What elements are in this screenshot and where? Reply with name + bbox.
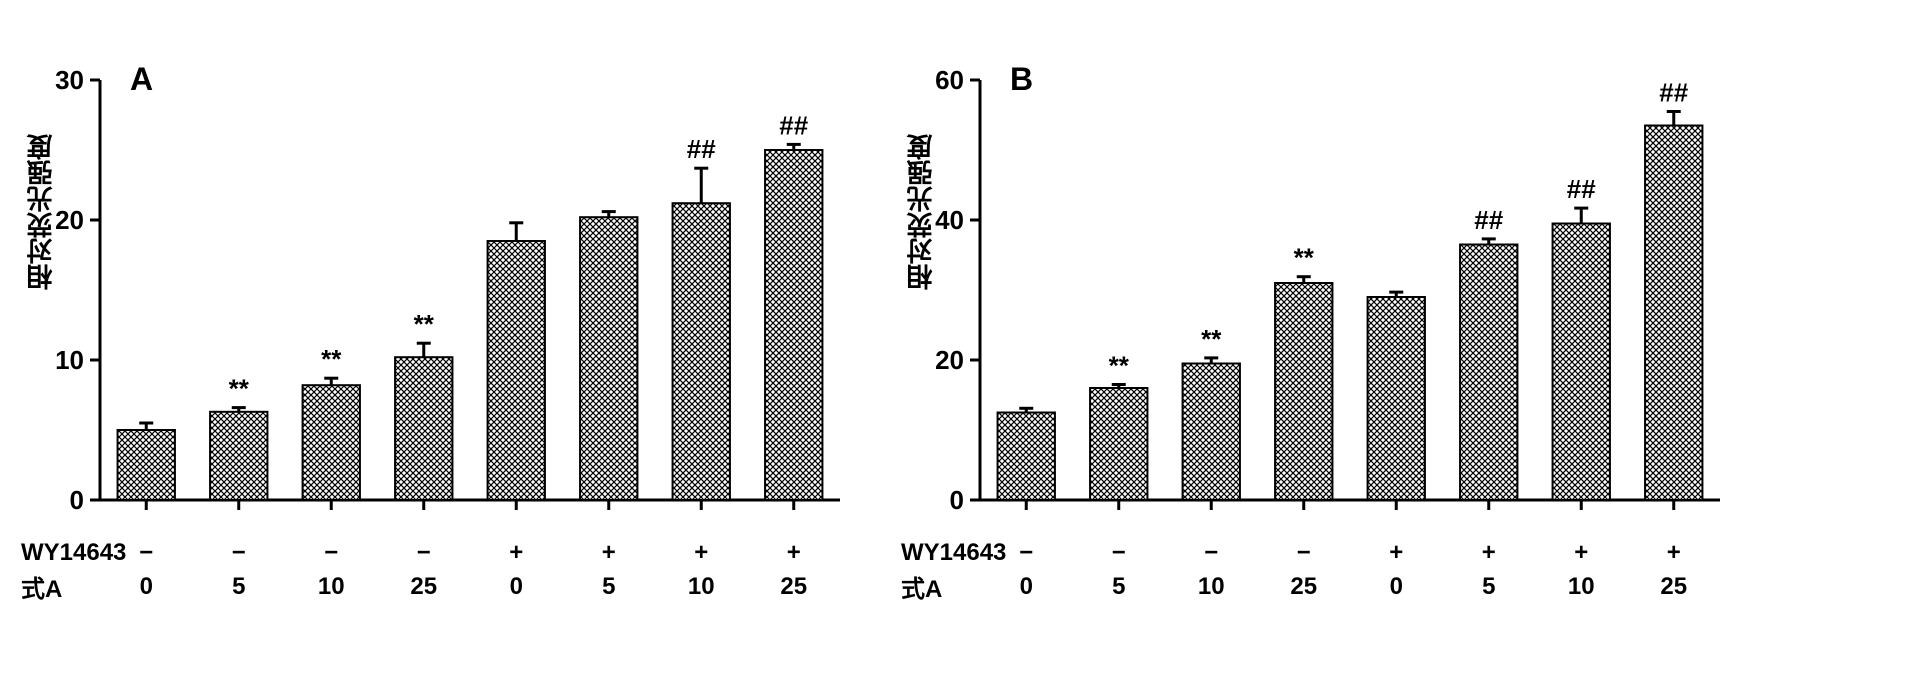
y-tick-label: 0 xyxy=(950,485,964,515)
formula-a-row-value: 10 xyxy=(655,568,748,605)
formula-a-row-value: 10 xyxy=(1165,568,1258,605)
formula-a-row-value: 10 xyxy=(1535,568,1628,605)
significance-annotation: ## xyxy=(687,134,716,164)
bar xyxy=(1645,126,1702,501)
wy14643-row-value: − xyxy=(1165,538,1258,568)
formula-a-row-value: 0 xyxy=(100,568,193,605)
significance-annotation: ## xyxy=(1659,78,1688,108)
significance-annotation: ** xyxy=(321,344,342,374)
wy14643-row-value: + xyxy=(748,538,841,568)
wy14643-row: WY14643−−−−++++ xyxy=(900,538,1740,568)
bar xyxy=(210,412,267,500)
significance-annotation: ## xyxy=(779,110,808,140)
significance-annotation: ## xyxy=(1474,205,1503,235)
bar xyxy=(395,357,452,500)
wy14643-row-value: − xyxy=(193,538,286,568)
significance-annotation: ** xyxy=(1109,351,1130,381)
panel-label: B xyxy=(1010,61,1033,97)
formula-a-row-value: 25 xyxy=(378,568,471,605)
wy14643-row-value: + xyxy=(1443,538,1536,568)
y-axis-label: 相对荧光强度 xyxy=(902,134,939,290)
formula-a-row: 式A051025051025 xyxy=(20,568,860,605)
formula-a-row-value: 25 xyxy=(1628,568,1721,605)
formula-a-row-label: 式A xyxy=(900,568,980,605)
formula-a-row-value: 5 xyxy=(193,568,286,605)
formula-a-row-value: 10 xyxy=(285,568,378,605)
bar xyxy=(1460,245,1517,501)
wy14643-row-label: WY14643 xyxy=(20,538,100,568)
y-tick-label: 0 xyxy=(70,485,84,515)
bar xyxy=(580,217,637,500)
y-tick-label: 10 xyxy=(55,345,84,375)
formula-a-row-value: 0 xyxy=(470,568,563,605)
bar xyxy=(1090,388,1147,500)
bar xyxy=(673,203,730,500)
category-labels-table: WY14643−−−−++++式A051025051025 xyxy=(20,538,860,605)
y-tick-label: 30 xyxy=(55,65,84,95)
chart-panel-b: 0204060******######B相对荧光强度WY14643−−−−+++… xyxy=(900,20,1740,605)
wy14643-row-label: WY14643 xyxy=(900,538,980,568)
formula-a-row: 式A051025051025 xyxy=(900,568,1740,605)
wy14643-row-value: + xyxy=(655,538,748,568)
significance-annotation: ** xyxy=(1201,324,1222,354)
y-tick-label: 40 xyxy=(935,205,964,235)
bar xyxy=(303,385,360,500)
category-labels-table: WY14643−−−−++++式A051025051025 xyxy=(900,538,1740,605)
bar xyxy=(1275,283,1332,500)
bar-chart: 0 20 40 60 ** ** ** ## ## ## B xyxy=(900,20,1740,530)
formula-a-row-value: 0 xyxy=(1350,568,1443,605)
formula-a-row-value: 5 xyxy=(1443,568,1536,605)
bar xyxy=(118,430,175,500)
y-axis-label: 相对荧光强度 xyxy=(22,134,59,290)
formula-a-row-value: 5 xyxy=(563,568,656,605)
formula-a-row-value: 25 xyxy=(1258,568,1351,605)
wy14643-row-value: − xyxy=(1073,538,1166,568)
formula-a-row-value: 0 xyxy=(980,568,1073,605)
bar xyxy=(998,413,1055,501)
formula-a-row-value: 5 xyxy=(1073,568,1166,605)
wy14643-row-value: + xyxy=(1628,538,1721,568)
significance-annotation: ## xyxy=(1567,174,1596,204)
significance-annotation: ** xyxy=(1294,243,1315,273)
significance-annotation: ** xyxy=(414,309,435,339)
y-tick-label: 60 xyxy=(935,65,964,95)
wy14643-row-value: − xyxy=(378,538,471,568)
bar xyxy=(765,150,822,500)
bar-chart: 0 10 20 30 ** ** ** ## ## A xyxy=(20,20,860,530)
bar xyxy=(488,241,545,500)
significance-annotation: ** xyxy=(229,374,250,404)
bar xyxy=(1368,297,1425,500)
wy14643-row-value: + xyxy=(563,538,656,568)
y-tick-label: 20 xyxy=(935,345,964,375)
wy14643-row-value: − xyxy=(1258,538,1351,568)
wy14643-row-value: + xyxy=(470,538,563,568)
wy14643-row-value: + xyxy=(1350,538,1443,568)
panel-label: A xyxy=(130,61,153,97)
formula-a-row-value: 25 xyxy=(748,568,841,605)
y-tick-label: 20 xyxy=(55,205,84,235)
wy14643-row: WY14643−−−−++++ xyxy=(20,538,860,568)
chart-panel-a: 0102030******####A相对荧光强度WY14643−−−−++++式… xyxy=(20,20,860,605)
bar xyxy=(1183,364,1240,501)
wy14643-row-value: − xyxy=(285,538,378,568)
formula-a-row-label: 式A xyxy=(20,568,100,605)
bar xyxy=(1553,224,1610,501)
wy14643-row-value: + xyxy=(1535,538,1628,568)
